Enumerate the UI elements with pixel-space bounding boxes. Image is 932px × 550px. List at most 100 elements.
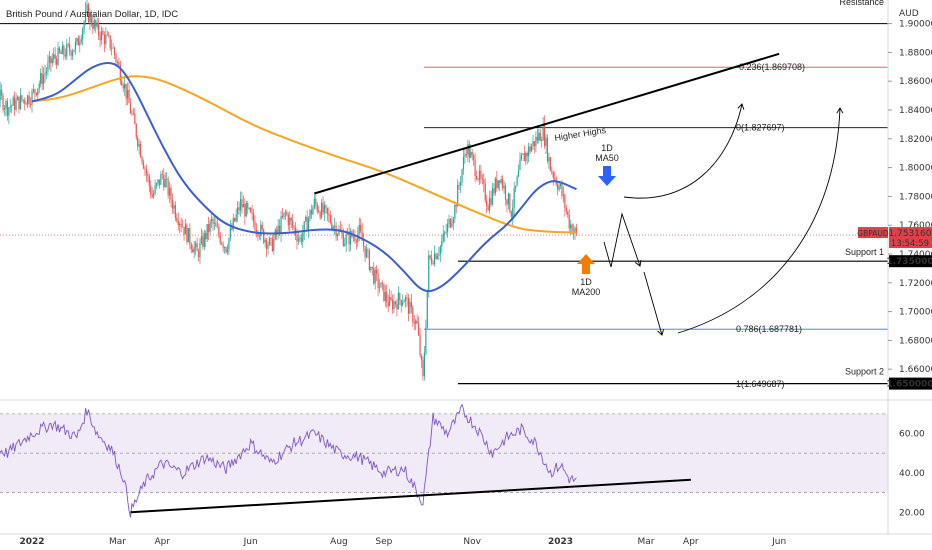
price-tick-label: 1.860000 bbox=[899, 77, 932, 87]
candle-body bbox=[231, 227, 233, 230]
candle-body bbox=[108, 34, 110, 36]
candle-body bbox=[73, 49, 75, 53]
time-tick-label: Nov bbox=[463, 537, 481, 547]
candle-body bbox=[423, 353, 426, 377]
candle-body bbox=[44, 73, 46, 76]
candle-body bbox=[551, 170, 553, 173]
candle-body bbox=[70, 50, 72, 56]
candle-body bbox=[460, 182, 462, 186]
candle-body bbox=[299, 237, 301, 239]
candle-body bbox=[400, 299, 402, 306]
candle-body bbox=[292, 220, 294, 227]
support-1-label: Support 1 bbox=[845, 247, 884, 257]
rsi-tick-label: 40.00 bbox=[899, 469, 925, 479]
candle-body bbox=[27, 95, 29, 105]
candle-body bbox=[221, 243, 223, 244]
candle-body bbox=[332, 226, 334, 229]
candle-body bbox=[145, 169, 147, 175]
candle-body bbox=[83, 21, 85, 29]
candle-body bbox=[258, 235, 260, 237]
candle-body bbox=[74, 41, 77, 50]
candle-body bbox=[197, 251, 200, 258]
candle-body bbox=[222, 243, 224, 248]
ma50-label-line1: 1D bbox=[601, 143, 613, 153]
candle-body bbox=[56, 58, 58, 65]
projection-path-down bbox=[643, 271, 663, 336]
projection-path-long bbox=[677, 107, 841, 334]
candle-body bbox=[264, 239, 266, 243]
candle-body bbox=[470, 152, 472, 158]
candle-body bbox=[9, 106, 11, 108]
candle-body bbox=[334, 225, 336, 227]
candle-body bbox=[326, 207, 328, 214]
candle-body bbox=[468, 144, 470, 158]
candle-body bbox=[60, 52, 62, 55]
candle-body bbox=[48, 56, 50, 63]
candle-body bbox=[413, 322, 415, 324]
candle-body bbox=[549, 157, 551, 171]
candle-body bbox=[422, 359, 424, 377]
time-tick-label: 2022 bbox=[19, 537, 44, 547]
candle-body bbox=[300, 237, 302, 242]
candle-body bbox=[279, 225, 281, 234]
candle-body bbox=[67, 44, 69, 45]
rsi-tick-label: 20.00 bbox=[899, 508, 925, 518]
candle-body bbox=[16, 96, 19, 101]
candle-body bbox=[552, 172, 554, 178]
candle-body bbox=[84, 10, 87, 22]
candle-body bbox=[507, 193, 509, 205]
candle-body bbox=[557, 184, 559, 190]
candle-body bbox=[50, 56, 52, 64]
candle-body bbox=[63, 45, 65, 55]
candle-body bbox=[150, 185, 152, 195]
candle-body bbox=[399, 293, 401, 300]
candle-body bbox=[558, 186, 560, 190]
candle-body bbox=[425, 327, 427, 354]
candle-body bbox=[517, 170, 520, 177]
candle-body bbox=[11, 105, 13, 107]
candle-body bbox=[309, 209, 311, 219]
candle-body bbox=[328, 213, 330, 215]
candle-body bbox=[381, 282, 384, 284]
candle-body bbox=[475, 175, 478, 180]
higher-highs-line bbox=[314, 52, 780, 195]
candle-body bbox=[510, 211, 512, 217]
candle-body bbox=[95, 20, 97, 27]
candle-body bbox=[69, 44, 71, 51]
ma50-label-line2: MA50 bbox=[595, 153, 619, 163]
candle-body bbox=[376, 269, 378, 274]
candle-body bbox=[265, 239, 268, 249]
candle-body bbox=[345, 234, 347, 244]
candle-body bbox=[530, 146, 533, 152]
candle-body bbox=[276, 229, 278, 234]
candle-body bbox=[267, 244, 269, 249]
ma200-arrow bbox=[577, 254, 595, 274]
candle-body bbox=[384, 291, 386, 301]
candle-body bbox=[77, 38, 79, 46]
candle-body bbox=[131, 113, 133, 115]
candle-body bbox=[567, 211, 569, 215]
candle-body bbox=[383, 283, 385, 301]
candle-body bbox=[506, 199, 508, 205]
candle-body bbox=[186, 224, 188, 243]
candle-body bbox=[535, 136, 537, 147]
candle-body bbox=[137, 137, 139, 147]
candle-body bbox=[3, 108, 6, 110]
candle-body bbox=[500, 178, 502, 183]
candle-body bbox=[323, 205, 326, 213]
time-tick-label: Mar bbox=[637, 537, 654, 547]
candle-body bbox=[289, 217, 291, 226]
candle-body bbox=[261, 224, 263, 230]
candle-body bbox=[273, 238, 275, 251]
projection-path-upper bbox=[623, 103, 743, 199]
candle-body bbox=[436, 255, 439, 259]
candle-body bbox=[503, 185, 505, 189]
candle-body bbox=[528, 146, 530, 157]
candle-body bbox=[561, 183, 563, 196]
candle-body bbox=[283, 212, 285, 218]
candle-body bbox=[307, 218, 310, 230]
candle-body bbox=[474, 159, 476, 176]
last-price-value: 1.753160 bbox=[889, 229, 932, 239]
candle-body bbox=[312, 207, 314, 215]
